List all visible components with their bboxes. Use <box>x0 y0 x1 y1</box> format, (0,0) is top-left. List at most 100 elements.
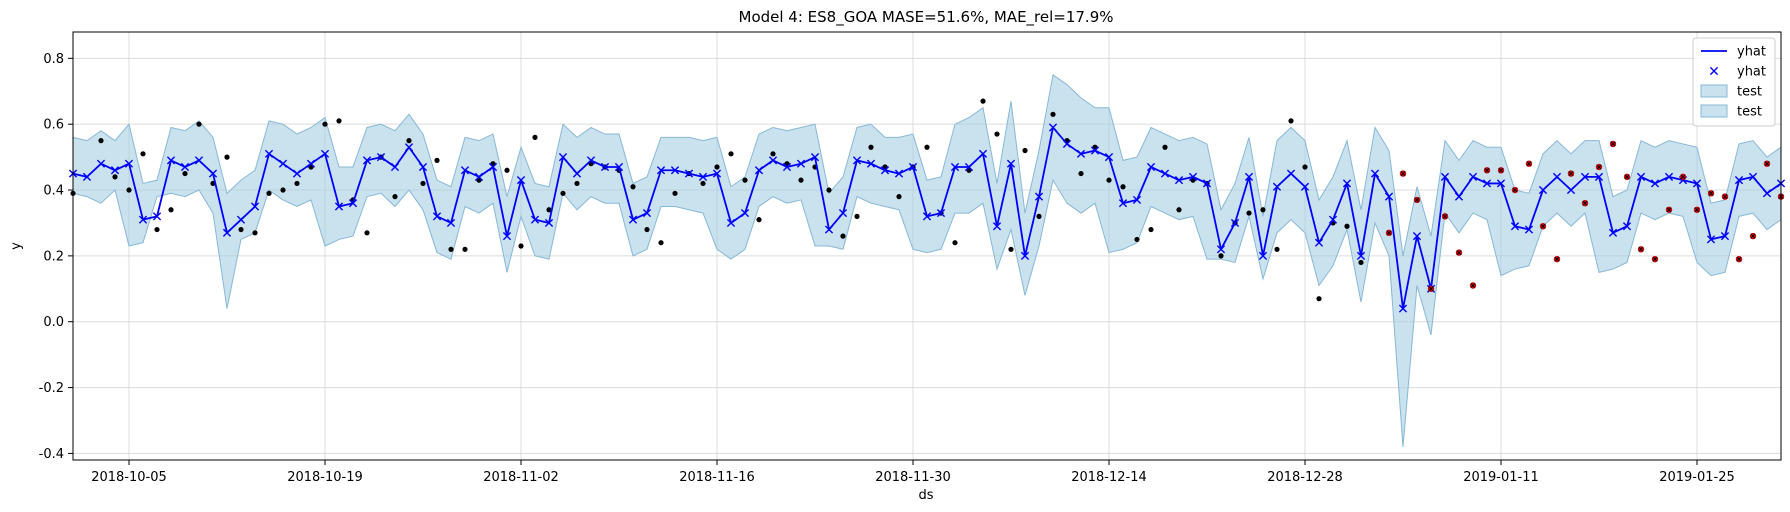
test-point-cross <box>1400 171 1406 177</box>
actual-point <box>434 157 440 163</box>
actual-point <box>980 98 986 104</box>
test-point-cross <box>1736 256 1742 262</box>
forecast-marker <box>614 162 624 172</box>
forecast-marker <box>1118 199 1128 208</box>
actual-point <box>672 190 678 196</box>
actual-point <box>1358 259 1364 266</box>
x-tick-label: 2018-11-30 <box>875 470 951 485</box>
actual-point <box>420 180 426 187</box>
forecast-marker <box>1566 185 1576 195</box>
test-point-cross <box>1428 286 1434 292</box>
forecast-marker <box>1734 176 1744 185</box>
test-point-cross <box>1666 207 1672 213</box>
actual-point <box>112 174 118 180</box>
legend-label: yhat <box>1737 45 1766 60</box>
forecast-marker <box>1398 304 1408 313</box>
test-point-cross <box>1708 190 1714 196</box>
forecast-marker <box>852 156 862 165</box>
forecast-marker <box>1524 225 1534 234</box>
forecast-marker <box>824 225 834 234</box>
x-tick-label: 2019-01-25 <box>1659 470 1735 485</box>
legend-marker-swatch <box>1709 66 1719 76</box>
forecast-marker <box>96 159 106 168</box>
forecast-marker <box>1216 245 1226 254</box>
forecast-marker <box>1510 222 1520 231</box>
forecast-marker <box>1496 179 1506 188</box>
actual-point <box>700 180 706 187</box>
actual-point <box>798 177 804 183</box>
actual-point <box>462 246 468 252</box>
test-point-cross <box>1554 256 1560 262</box>
actual-point <box>728 151 734 157</box>
forecast-marker <box>544 218 554 228</box>
actual-point <box>252 230 258 236</box>
forecast-marker <box>404 143 414 152</box>
test-point-cross <box>1722 194 1728 200</box>
forecast-marker <box>124 159 134 168</box>
test-point-cross <box>1568 171 1574 177</box>
forecast-marker <box>1762 189 1772 198</box>
forecast-marker <box>726 218 736 228</box>
forecast-marker <box>1692 179 1702 188</box>
test-point-cross <box>1652 256 1658 262</box>
forecast-marker <box>1020 251 1030 260</box>
forecast-marker <box>628 215 638 224</box>
forecast-marker <box>1034 192 1044 201</box>
forecast-marker <box>1440 172 1450 181</box>
actual-point <box>560 190 566 196</box>
forecast-marker <box>1650 179 1660 188</box>
actual-point <box>546 207 552 213</box>
forecast-marker <box>1146 162 1156 172</box>
actual-point <box>154 226 160 233</box>
forecast-marker <box>1062 139 1072 149</box>
forecast-marker <box>1104 153 1114 162</box>
test-point-cross <box>1414 197 1420 203</box>
forecast-marker <box>292 169 302 178</box>
forecast-marker <box>1328 215 1338 224</box>
actual-point <box>448 246 454 252</box>
forecast-marker <box>600 162 610 172</box>
forecast-marker <box>334 202 344 211</box>
actual-point <box>994 131 1000 137</box>
test-point-cross <box>1442 213 1448 219</box>
legend-label: test <box>1737 105 1762 120</box>
forecast-marker <box>978 149 988 158</box>
forecast-marker <box>1342 179 1352 188</box>
actual-point <box>1246 210 1252 216</box>
chart-title: Model 4: ES8_GOA MASE=51.6%, MAE_rel=17.… <box>739 8 1114 27</box>
actual-point <box>98 138 104 144</box>
forecast-marker <box>1300 182 1310 191</box>
x-tick-label: 2018-10-05 <box>91 470 167 485</box>
forecast-marker <box>838 208 848 218</box>
forecast-marker <box>446 218 456 228</box>
y-tick-label: 0.0 <box>43 315 64 330</box>
forecast-marker <box>236 215 246 224</box>
forecast-marker <box>1412 232 1422 241</box>
actual-point <box>854 213 860 219</box>
forecast-marker <box>1594 172 1604 181</box>
forecast-marker <box>502 232 512 241</box>
actual-point <box>322 121 328 127</box>
test-point-cross <box>1498 167 1504 173</box>
forecast-marker <box>740 208 750 218</box>
y-tick-label: 0.4 <box>43 184 64 199</box>
x-axis: 2018-10-05 2018-10-19 2018-11-02 2018-11-16… <box>91 460 1735 485</box>
actual-point <box>826 187 832 193</box>
actual-point <box>770 151 776 157</box>
forecast-marker <box>1048 123 1058 132</box>
test-point-cross <box>1456 250 1462 256</box>
test-point-cross <box>1638 246 1644 252</box>
y-tick-label: -0.4 <box>39 447 64 462</box>
actual-point <box>126 187 132 193</box>
forecast-marker <box>1272 182 1282 191</box>
forecast-marker <box>684 169 694 178</box>
actual-point <box>1344 223 1350 229</box>
forecast-marker <box>250 202 260 211</box>
actual-point <box>1106 177 1112 183</box>
test-point-cross <box>1526 161 1532 167</box>
actual-point <box>840 233 846 239</box>
test-point-cross <box>1596 164 1602 170</box>
actual-point <box>280 187 286 193</box>
forecast-marker <box>166 156 176 165</box>
forecast-marker <box>992 222 1002 231</box>
